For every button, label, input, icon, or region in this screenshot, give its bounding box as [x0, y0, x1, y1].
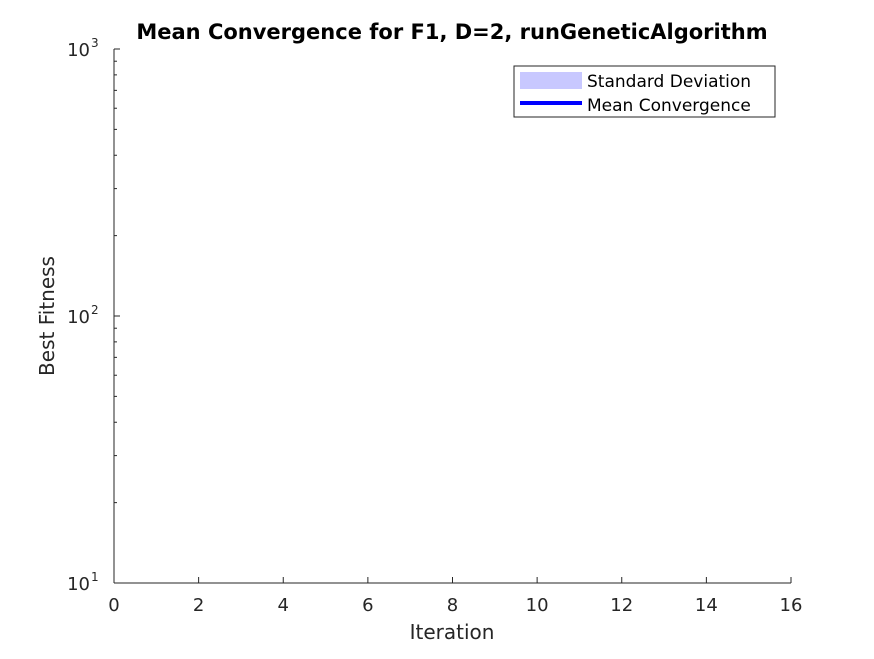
y-tick-label: 10 2	[67, 303, 99, 328]
y-tick-label: 10 3	[67, 36, 99, 61]
y-axis-label: Best Fitness	[35, 256, 59, 376]
legend: Standard Deviation Mean Convergence	[513, 65, 776, 118]
x-tick-label: 6	[362, 595, 373, 616]
legend-label-mean-convergence: Mean Convergence	[587, 96, 751, 116]
y-tick-exponent: 1	[91, 570, 99, 584]
x-axis-label: Iteration	[410, 620, 495, 644]
x-tick-label: 16	[780, 595, 803, 616]
chart-title: Mean Convergence for F1, D=2, runGenetic…	[136, 20, 767, 44]
legend-swatch-standard-deviation	[520, 72, 582, 89]
x-tick-label: 0	[108, 595, 119, 616]
y-tick-exponent: 2	[91, 303, 99, 317]
y-tick-base: 10	[67, 574, 90, 595]
x-ticks: 0 2 4 6 8 10 12 14 16	[108, 577, 802, 616]
y-tick-base: 10	[67, 40, 90, 61]
x-tick-label: 12	[610, 595, 633, 616]
x-tick-label: 8	[447, 595, 458, 616]
y-tick-label: 10 1	[67, 570, 99, 595]
plot-background	[114, 49, 791, 583]
y-tick-exponent: 3	[91, 36, 99, 50]
x-tick-label: 2	[193, 595, 204, 616]
legend-label-standard-deviation: Standard Deviation	[587, 72, 751, 92]
y-tick-base: 10	[67, 307, 90, 328]
x-tick-label: 10	[526, 595, 549, 616]
x-tick-label: 4	[278, 595, 289, 616]
x-tick-label: 14	[695, 595, 718, 616]
